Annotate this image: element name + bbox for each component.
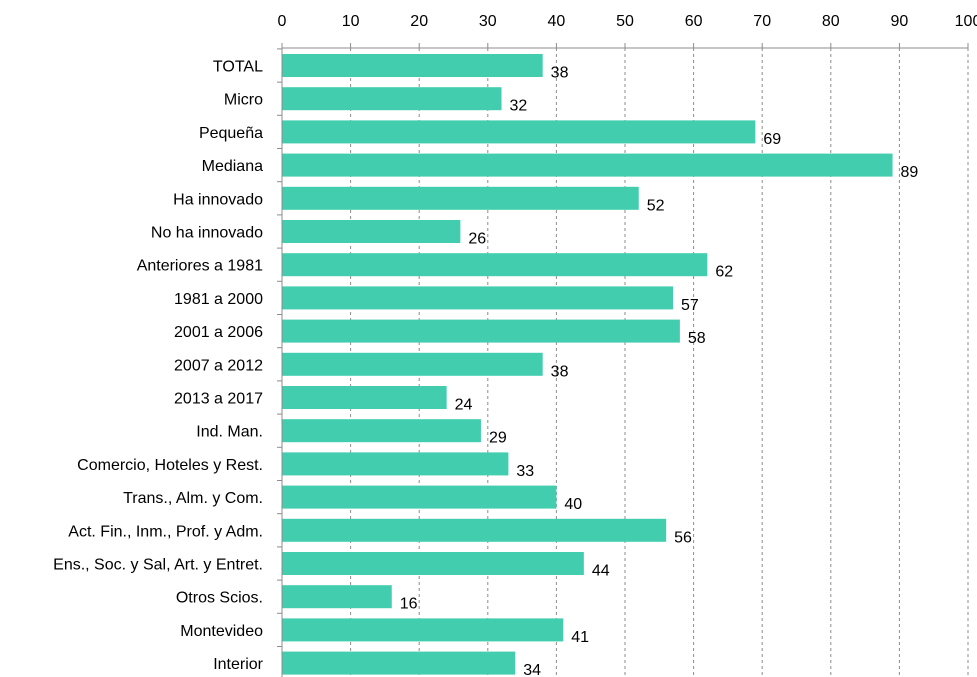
data-label-9: 38 <box>551 363 569 380</box>
data-label-13: 40 <box>564 496 582 513</box>
category-label-14: Act. Fin., Inm., Prof. y Adm. <box>68 523 263 540</box>
x-tick-label-70: 70 <box>753 13 771 30</box>
data-label-12: 33 <box>516 463 534 480</box>
bar-13 <box>282 485 557 509</box>
data-labels: 38 32 69 89 52 26 62 57 58 38 24 29 33 40 56 44 16 41 34 <box>400 65 919 677</box>
x-tick-label-40: 40 <box>548 13 566 30</box>
data-label-4: 52 <box>647 197 665 214</box>
bar-17 <box>282 618 564 642</box>
category-label-6: Anteriores a 1981 <box>137 258 263 275</box>
bar-12 <box>282 452 509 476</box>
bar-14 <box>282 518 667 542</box>
category-label-9: 2007 a 2012 <box>174 357 263 374</box>
category-label-1: Micro <box>224 92 263 109</box>
axes <box>277 43 969 677</box>
category-label-3: Mediana <box>202 158 263 175</box>
bar-9 <box>282 352 543 376</box>
data-label-7: 57 <box>681 297 699 314</box>
category-label-10: 2013 a 2017 <box>174 391 263 408</box>
data-label-5: 26 <box>468 231 486 248</box>
bar-4 <box>282 186 639 210</box>
gridlines <box>350 48 969 677</box>
category-label-17: Montevideo <box>180 623 263 640</box>
data-label-17: 41 <box>571 629 589 646</box>
x-tick-label-30: 30 <box>479 13 497 30</box>
data-label-16: 16 <box>400 596 418 613</box>
category-label-12: Comercio, Hoteles y Rest. <box>77 457 263 474</box>
x-tick-label-100: 100 <box>955 13 977 30</box>
bar-2 <box>282 120 756 144</box>
bar-11 <box>282 419 481 443</box>
x-tick-label-90: 90 <box>891 13 909 30</box>
bar-15 <box>282 552 584 575</box>
bar-5 <box>282 220 461 243</box>
x-tick-label-10: 10 <box>342 13 360 30</box>
category-labels: TOTAL Micro Pequeña Mediana Ha innovado No ha… <box>53 59 264 674</box>
bar-6 <box>282 253 708 277</box>
x-tick-label-0: 0 <box>278 13 287 30</box>
x-tick-label-50: 50 <box>616 13 634 30</box>
x-tick-label-20: 20 <box>410 13 428 30</box>
data-label-18: 34 <box>523 662 541 677</box>
bar-3 <box>282 153 893 177</box>
category-label-0: TOTAL <box>213 59 263 76</box>
bar-16 <box>282 585 392 609</box>
category-label-4: Ha innovado <box>173 191 263 208</box>
category-label-15: Ens., Soc. y Sal, Art. y Entret. <box>53 557 263 574</box>
category-label-18: Interior <box>213 656 263 673</box>
category-label-8: 2001 a 2006 <box>174 324 263 341</box>
data-label-14: 56 <box>674 529 692 546</box>
bar-0 <box>282 54 543 77</box>
bar-1 <box>282 87 502 111</box>
category-label-5: No ha innovado <box>151 225 263 242</box>
data-label-1: 32 <box>510 98 528 115</box>
x-tick-label-60: 60 <box>685 13 703 30</box>
category-label-11: Ind. Man. <box>196 424 263 441</box>
data-label-15: 44 <box>592 563 610 580</box>
x-tick-label-80: 80 <box>822 13 840 30</box>
category-label-7: 1981 a 2000 <box>174 291 263 308</box>
bar-7 <box>282 286 674 310</box>
data-label-2: 69 <box>763 131 781 148</box>
data-label-6: 62 <box>715 264 733 281</box>
bars <box>282 54 893 675</box>
data-label-11: 29 <box>489 430 507 447</box>
x-tick-labels: 0 10 20 30 40 50 60 70 80 90 100 <box>278 13 977 30</box>
category-label-2: Pequeña <box>199 125 263 142</box>
bar-18 <box>282 651 516 675</box>
category-label-16: Otros Scios. <box>176 590 263 607</box>
data-label-3: 89 <box>901 164 919 181</box>
data-label-8: 58 <box>688 330 706 347</box>
data-label-10: 24 <box>455 397 473 414</box>
bar-8 <box>282 319 680 343</box>
data-label-0: 38 <box>551 65 569 82</box>
category-label-13: Trans., Alm. y Com. <box>123 490 263 507</box>
bar-10 <box>282 386 447 409</box>
